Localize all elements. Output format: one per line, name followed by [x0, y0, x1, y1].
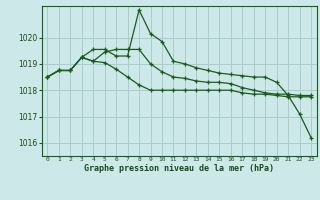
X-axis label: Graphe pression niveau de la mer (hPa): Graphe pression niveau de la mer (hPa)	[84, 164, 274, 173]
